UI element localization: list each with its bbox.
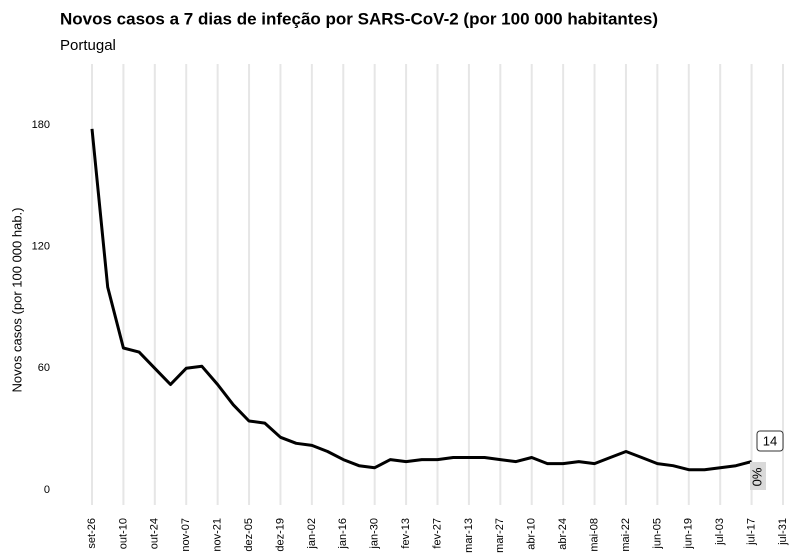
y-tick-label: 180 bbox=[32, 119, 50, 131]
x-tick-label: mai-22 bbox=[620, 518, 632, 552]
x-tick-label: mar-13 bbox=[463, 518, 475, 553]
chart-subtitle: Portugal bbox=[60, 37, 116, 54]
x-tick-label: dez-19 bbox=[274, 518, 286, 552]
x-tick-label: jul-03 bbox=[714, 518, 726, 546]
x-tick-label: set-26 bbox=[86, 518, 98, 549]
x-tick-label: jun-05 bbox=[651, 518, 663, 550]
chart-title: Novos casos a 7 dias de infeção por SARS… bbox=[60, 9, 658, 28]
end-label: 14 bbox=[763, 433, 777, 448]
y-tick-label: 120 bbox=[32, 240, 50, 252]
end-label-box bbox=[756, 430, 784, 452]
x-tick-label: mai-08 bbox=[588, 518, 600, 552]
data-line bbox=[90, 128, 752, 472]
x-tick-label: jul-17 bbox=[745, 518, 757, 546]
x-tick-label: jul-31 bbox=[777, 518, 789, 546]
x-tick-label: fev-13 bbox=[400, 518, 412, 549]
x-tick-label: jan-16 bbox=[337, 518, 349, 550]
x-tick-label: abr-24 bbox=[557, 518, 569, 550]
x-tick-label: fev-27 bbox=[431, 518, 443, 549]
x-tick-label: out-24 bbox=[149, 518, 161, 549]
x-tick-label: dez-05 bbox=[243, 518, 255, 552]
x-tick-label: jun-19 bbox=[683, 518, 695, 550]
y-tick-label: 60 bbox=[38, 362, 50, 374]
x-tick-label: mar-27 bbox=[494, 518, 506, 553]
x-tick-label: abr-10 bbox=[526, 518, 538, 550]
y-axis-label: Novos casos (por 100 000 hab.) bbox=[9, 208, 24, 393]
x-tick-label: nov-07 bbox=[180, 518, 192, 552]
x-tick-label: nov-21 bbox=[212, 518, 224, 552]
x-tick-label: jan-30 bbox=[369, 518, 381, 550]
change-label-box bbox=[750, 462, 766, 490]
x-tick-label: out-10 bbox=[117, 518, 129, 549]
y-tick-label: 0 bbox=[44, 484, 50, 496]
change-label: 0% bbox=[749, 467, 764, 486]
x-tick-label: jan-02 bbox=[306, 518, 318, 550]
